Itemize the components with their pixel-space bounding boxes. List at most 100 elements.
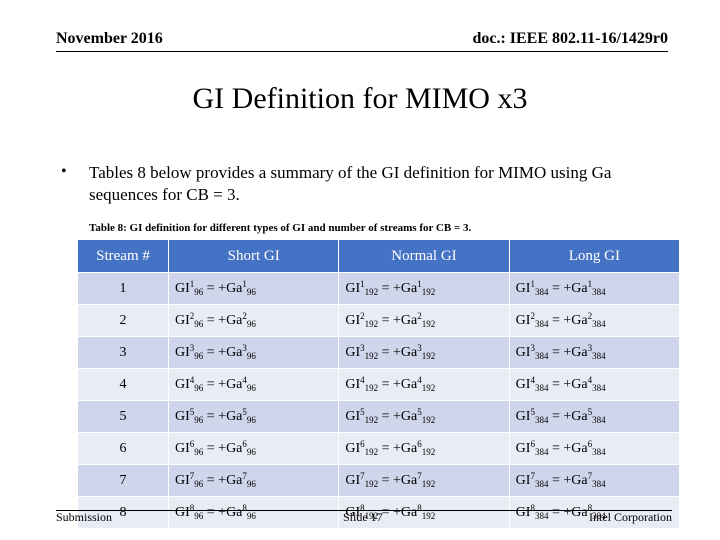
bullet-symbol: • bbox=[61, 163, 67, 180]
header-divider bbox=[56, 51, 668, 52]
footer-submission: Submission bbox=[56, 510, 113, 524]
length-subscript: 96 bbox=[194, 350, 204, 361]
length-subscript: 96 bbox=[246, 286, 256, 297]
length-subscript: 384 bbox=[592, 382, 606, 393]
stream-superscript: 5 bbox=[360, 406, 365, 417]
length-subscript: 192 bbox=[364, 478, 379, 489]
stream-superscript: 2 bbox=[417, 310, 422, 321]
slide-title: GI Definition for MIMO x3 bbox=[192, 82, 528, 115]
stream-superscript: 1 bbox=[189, 278, 195, 289]
length-subscript: 96 bbox=[246, 414, 256, 425]
gi-definition-table: Stream # Short GI Normal GI Long GI 1 GI1… bbox=[78, 240, 681, 528]
length-subscript: 384 bbox=[592, 350, 606, 361]
length-subscript: 192 bbox=[421, 350, 436, 361]
length-subscript: 192 bbox=[421, 510, 436, 521]
stream-superscript: 8 bbox=[189, 502, 195, 513]
length-subscript: 96 bbox=[194, 478, 204, 489]
stream-superscript: 7 bbox=[587, 470, 593, 481]
length-subscript: 384 bbox=[534, 478, 549, 489]
gi-short-cell: GI196 = +Ga196 bbox=[168, 272, 340, 305]
stream-number-cell: 8 bbox=[78, 496, 169, 528]
table-header-row: Stream # Short GI Normal GI Long GI bbox=[78, 240, 681, 273]
gi-long-cell: GI6384 = +Ga6384 bbox=[509, 432, 681, 465]
gi-long-cell: GI7384 = +Ga7384 bbox=[509, 464, 681, 497]
stream-superscript: 7 bbox=[417, 470, 422, 481]
footer-slide-number: Slide 17 bbox=[343, 510, 383, 524]
stream-superscript: 3 bbox=[189, 342, 195, 353]
stream-superscript: 3 bbox=[242, 342, 247, 353]
stream-superscript: 8 bbox=[587, 502, 593, 513]
table-row: 3 GI396 = +Ga396 GI3192 = +Ga3192 GI3384 = … bbox=[78, 336, 681, 369]
column-header-long-gi: Long GI bbox=[509, 240, 681, 273]
table-body: 1 GI196 = +Ga196 GI1192 = +Ga1192 GI1384 = … bbox=[78, 272, 681, 528]
gi-normal-cell: GI7192 = +Ga7192 bbox=[338, 464, 510, 497]
length-subscript: 192 bbox=[364, 510, 379, 521]
stream-superscript: 1 bbox=[417, 278, 422, 289]
gi-short-cell: GI496 = +Ga496 bbox=[168, 368, 340, 401]
stream-number-cell: 2 bbox=[78, 304, 169, 337]
gi-normal-cell: GI5192 = +Ga5192 bbox=[338, 400, 510, 433]
table-row: 7 GI796 = +Ga796 GI7192 = +Ga7192 GI7384 = … bbox=[78, 464, 681, 497]
length-subscript: 192 bbox=[364, 414, 379, 425]
length-subscript: 192 bbox=[421, 478, 436, 489]
stream-superscript: 3 bbox=[360, 342, 365, 353]
gi-normal-cell: GI8192 = +Ga8192 bbox=[338, 496, 510, 528]
length-subscript: 384 bbox=[592, 414, 606, 425]
stream-superscript: 4 bbox=[189, 374, 195, 385]
gi-long-cell: GI1384 = +Ga1384 bbox=[509, 272, 681, 305]
length-subscript: 384 bbox=[592, 446, 606, 457]
stream-superscript: 8 bbox=[360, 502, 365, 513]
gi-short-cell: GI696 = +Ga696 bbox=[168, 432, 340, 465]
stream-superscript: 5 bbox=[417, 406, 422, 417]
length-subscript: 192 bbox=[421, 382, 436, 393]
length-subscript: 96 bbox=[194, 318, 204, 329]
length-subscript: 192 bbox=[421, 414, 436, 425]
length-subscript: 384 bbox=[592, 478, 606, 489]
stream-superscript: 4 bbox=[242, 374, 247, 385]
length-subscript: 192 bbox=[364, 286, 379, 297]
stream-superscript: 5 bbox=[189, 406, 195, 417]
stream-superscript: 6 bbox=[360, 438, 365, 449]
length-subscript: 96 bbox=[246, 350, 256, 361]
length-subscript: 96 bbox=[246, 510, 256, 521]
stream-superscript: 7 bbox=[242, 470, 247, 481]
length-subscript: 384 bbox=[534, 446, 549, 457]
table-row: 1 GI196 = +Ga196 GI1192 = +Ga1192 GI1384 = … bbox=[78, 272, 681, 305]
stream-superscript: 2 bbox=[242, 310, 247, 321]
gi-normal-cell: GI1192 = +Ga1192 bbox=[338, 272, 510, 305]
length-subscript: 384 bbox=[534, 286, 549, 297]
gi-long-cell: GI5384 = +Ga5384 bbox=[509, 400, 681, 433]
length-subscript: 192 bbox=[421, 286, 436, 297]
stream-superscript: 4 bbox=[417, 374, 422, 385]
length-subscript: 96 bbox=[246, 478, 256, 489]
gi-normal-cell: GI3192 = +Ga3192 bbox=[338, 336, 510, 369]
stream-superscript: 6 bbox=[587, 438, 593, 449]
column-header-short-gi: Short GI bbox=[168, 240, 340, 273]
stream-number-cell: 3 bbox=[78, 336, 169, 369]
stream-superscript: 2 bbox=[587, 310, 593, 321]
stream-superscript: 2 bbox=[189, 310, 195, 321]
stream-superscript: 3 bbox=[587, 342, 593, 353]
gi-short-cell: GI896 = +Ga896 bbox=[168, 496, 340, 528]
length-subscript: 384 bbox=[592, 510, 606, 521]
length-subscript: 192 bbox=[364, 318, 379, 329]
gi-normal-cell: GI2192 = +Ga2192 bbox=[338, 304, 510, 337]
column-header-normal-gi: Normal GI bbox=[338, 240, 510, 273]
length-subscript: 192 bbox=[421, 446, 436, 457]
gi-short-cell: GI796 = +Ga796 bbox=[168, 464, 340, 497]
stream-superscript: 4 bbox=[530, 374, 535, 385]
length-subscript: 384 bbox=[534, 414, 549, 425]
stream-superscript: 1 bbox=[242, 278, 247, 289]
gi-long-cell: GI3384 = +Ga3384 bbox=[509, 336, 681, 369]
gi-short-cell: GI296 = +Ga296 bbox=[168, 304, 340, 337]
stream-superscript: 2 bbox=[360, 310, 365, 321]
gi-long-cell: GI4384 = +Ga4384 bbox=[509, 368, 681, 401]
length-subscript: 96 bbox=[194, 414, 204, 425]
stream-superscript: 8 bbox=[242, 502, 247, 513]
length-subscript: 384 bbox=[592, 286, 606, 297]
table-row: 8 GI896 = +Ga896 GI8192 = +Ga8192 GI8384 = … bbox=[78, 496, 681, 528]
stream-superscript: 5 bbox=[242, 406, 247, 417]
length-subscript: 192 bbox=[364, 446, 379, 457]
stream-number-cell: 5 bbox=[78, 400, 169, 433]
table-row: 6 GI696 = +Ga696 GI6192 = +Ga6192 GI6384 = … bbox=[78, 432, 681, 465]
